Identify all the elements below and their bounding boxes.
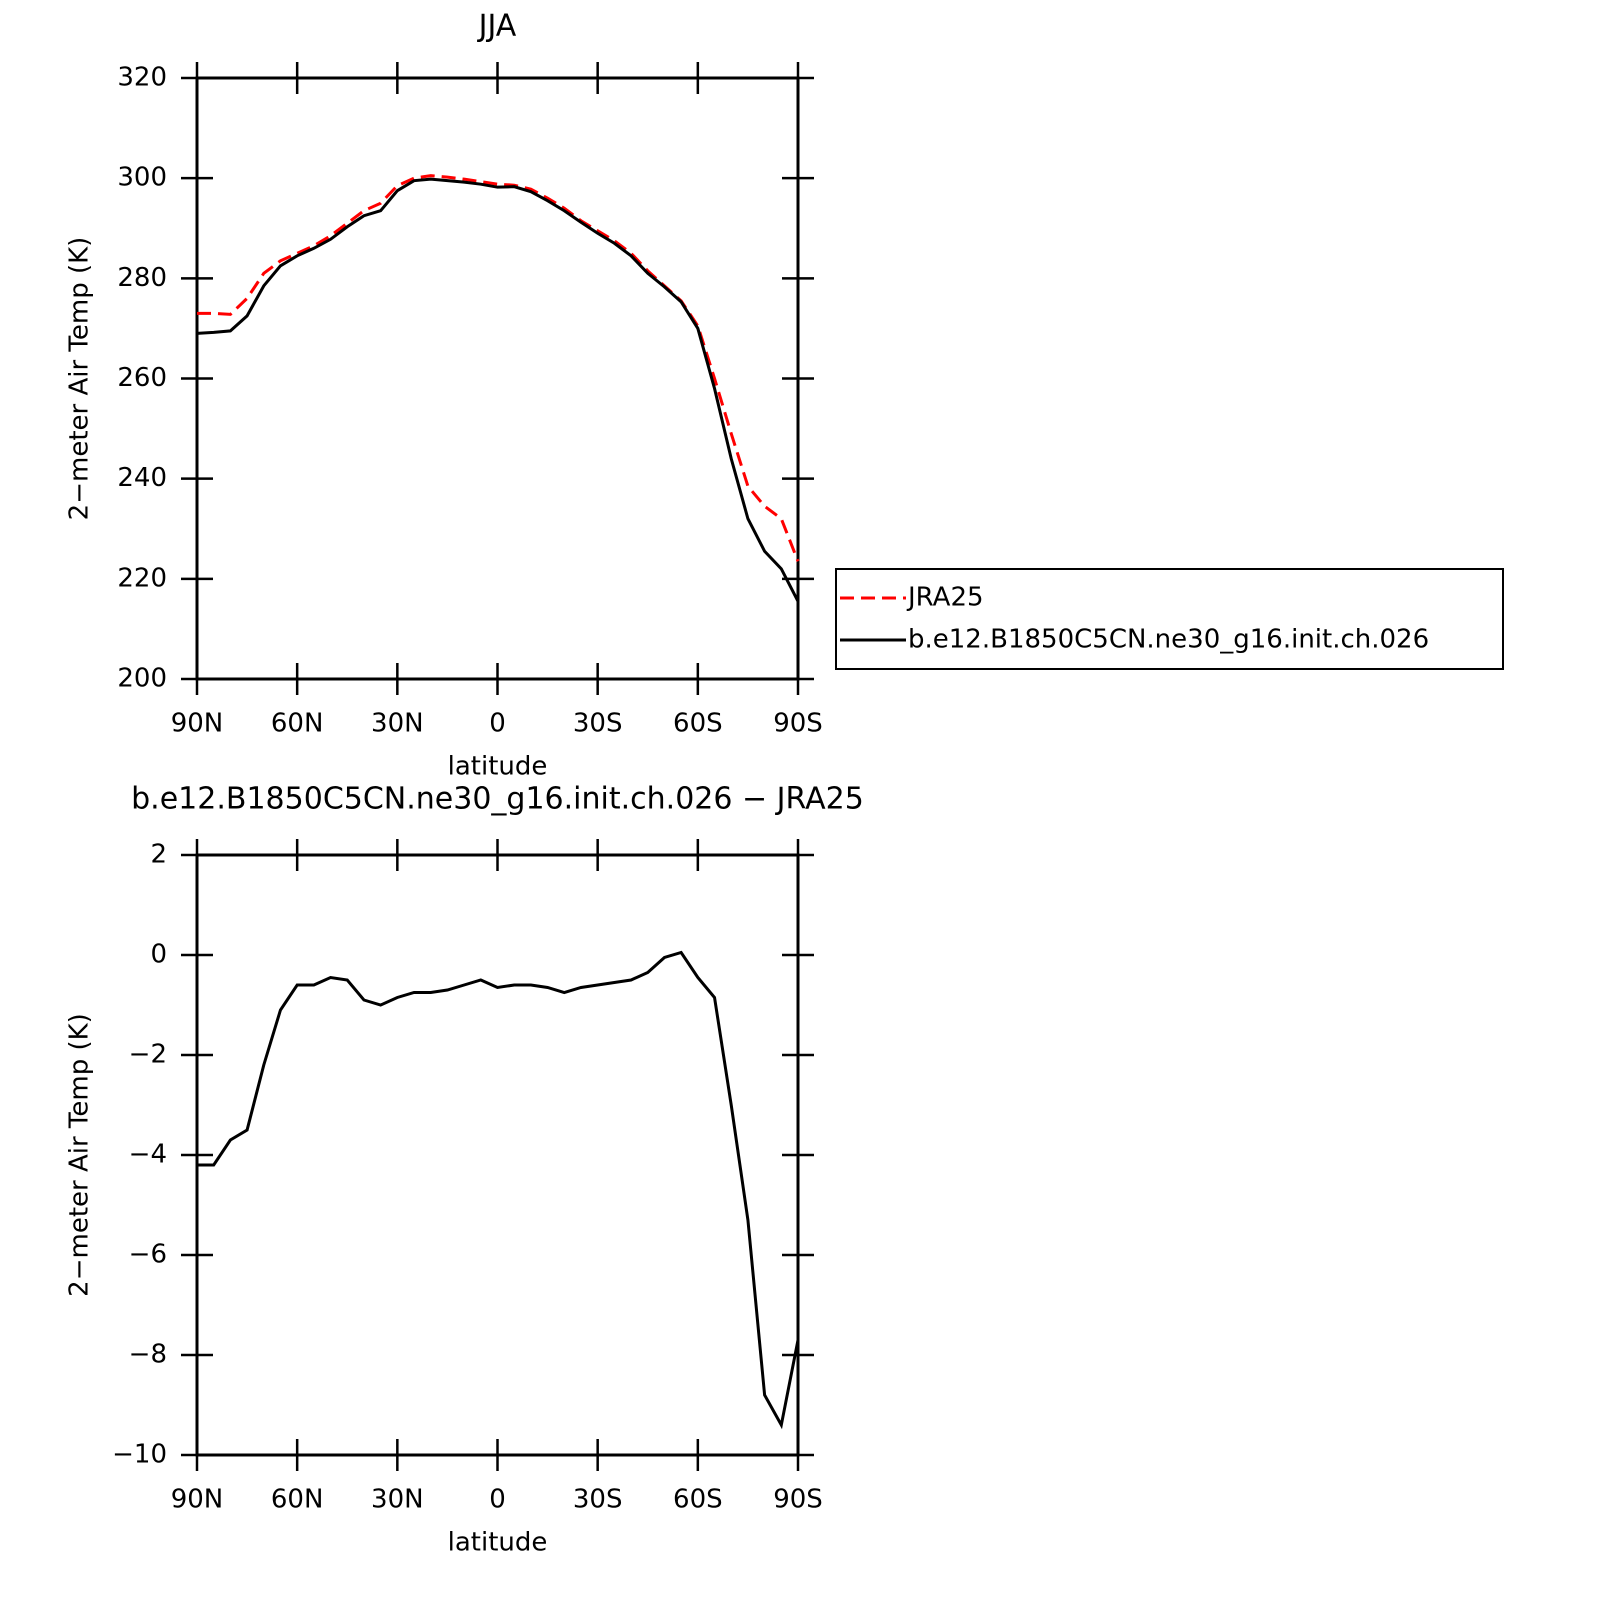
x-tick-label: 90S [773, 1485, 823, 1515]
x-tick-label: 30S [573, 709, 623, 739]
y-tick-label: 280 [117, 263, 167, 293]
y-tick-label: 2 [150, 840, 167, 870]
y-tick-label: 200 [117, 664, 167, 694]
x-axis-label: latitude [448, 1528, 548, 1558]
y-tick-label: 260 [117, 363, 167, 393]
y-tick-label: −6 [129, 1240, 167, 1270]
y-axis-label: 2−meter Air Temp (K) [65, 1013, 95, 1297]
x-tick-label: 90N [171, 709, 224, 739]
chart-title: JJA [477, 9, 517, 44]
plot-frame [195, 853, 800, 1457]
x-tick-label: 60N [271, 1485, 324, 1515]
y-tick-label: 0 [150, 940, 167, 970]
data-line [197, 950, 800, 1430]
y-tick-label: −2 [129, 1040, 167, 1070]
x-tick-label: 0 [489, 709, 506, 739]
y-tick-label: −4 [129, 1140, 167, 1170]
x-tick-label: 60N [271, 709, 324, 739]
x-tick-label: 30S [573, 1485, 623, 1515]
x-tick-label: 30N [371, 709, 424, 739]
legend-label: JRA25 [906, 583, 984, 613]
x-tick-label: 0 [489, 1485, 506, 1515]
y-tick-label: 300 [117, 163, 167, 193]
y-tick-label: −10 [112, 1440, 167, 1470]
chart-title: b.e12.B1850C5CN.ne30_g16.init.ch.026 − J… [131, 782, 864, 817]
x-tick-label: 90S [773, 709, 823, 739]
x-tick-label: 90N [171, 1485, 224, 1515]
y-axis-label: 2−meter Air Temp (K) [65, 237, 95, 521]
x-tick-label: 30N [371, 1485, 424, 1515]
plot-frame [195, 76, 800, 681]
legend-label: b.e12.B1850C5CN.ne30_g16.init.ch.026 [908, 625, 1429, 655]
data-line [196, 177, 800, 603]
y-tick-label: 240 [117, 463, 167, 493]
x-tick-label: 60S [673, 709, 723, 739]
y-tick-label: 320 [117, 63, 167, 93]
y-tick-label: −8 [129, 1340, 167, 1370]
x-tick-label: 60S [673, 1485, 723, 1515]
x-axis-label: latitude [448, 752, 548, 782]
y-tick-label: 220 [117, 563, 167, 593]
legend-box [835, 568, 1504, 670]
